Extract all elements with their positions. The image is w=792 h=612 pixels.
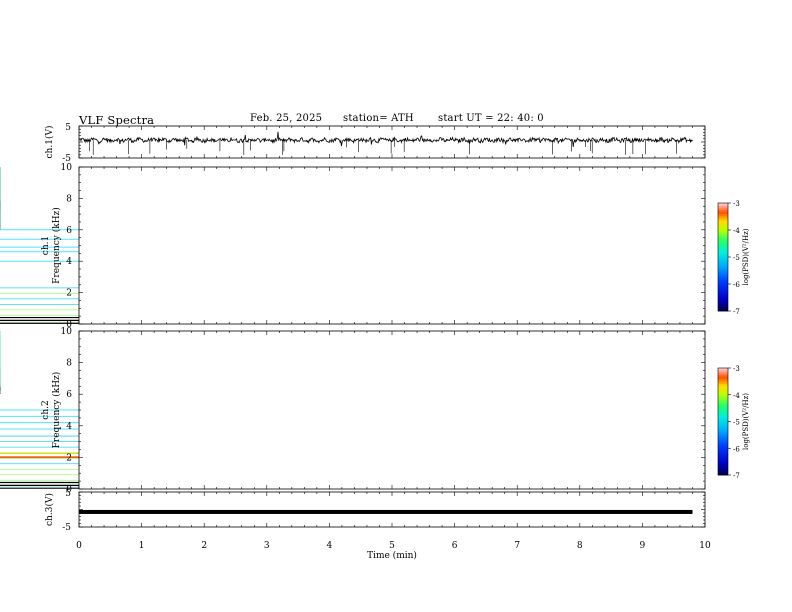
panel-ch2-spectrogram-colorbar-tick-label: -5 [733, 419, 740, 427]
x-tick-label: 7 [514, 541, 520, 551]
panel-ch1-waveform-ytick-label: -5 [62, 154, 71, 164]
panel-ch2-spectrogram-ytick-label: 8 [66, 359, 72, 369]
panel-ch1-spectrogram-ytick-label: 2 [66, 289, 72, 299]
panel-ch2-spectrogram-ylabel-ch: ch.2 [41, 400, 51, 419]
panel-ch1-spectrogram-frame [78, 166, 706, 325]
panel-ch1-waveform-ytick-label: 5 [65, 123, 71, 133]
date-label: Feb. 25, 2025 [250, 113, 323, 124]
panel-ch2-spectrogram-ytick-label: 4 [66, 422, 72, 432]
panel-ch1-spectrogram-ytick-label: 0 [66, 320, 72, 330]
panel-ch2-spectrogram-frame [78, 330, 706, 490]
panel-ch1-spectrogram-colorbar: -3 -4 -5 -6 -7 log(PSD)(V²/Hz) [717, 200, 750, 316]
x-tick-label: 10 [699, 541, 711, 551]
panel-ch1-spectrogram-ytick-label: 4 [66, 257, 72, 267]
start-time-label: start UT = 22: 40: 0 [438, 113, 544, 124]
station-label: station= ATH [343, 113, 414, 124]
x-tick-label: 0 [76, 541, 82, 551]
x-axis-label: Time (min) [367, 550, 417, 561]
panel-ch3-waveform-trace [79, 509, 693, 514]
panel-ch3-waveform-frame [78, 491, 706, 528]
panel-ch1-spectrogram: 10 8 6 4 2 0 ch.1 Frequency (kHz) -3 -4 -5 -6 -7 log(… [0, 163, 750, 330]
panel-ch2-spectrogram-colorbar: -3 -4 -5 -6 -7 log(PSD)(V²/Hz) [717, 365, 750, 480]
x-tick-label: 5 [389, 541, 395, 551]
panel-ch1-spectrogram-colorbar-tick-label: -3 [733, 200, 740, 208]
panel-ch3-waveform: 5 -5 ch.3(V) [44, 489, 705, 533]
panel-ch1-spectrogram-ylabel: Frequency (kHz) [51, 207, 62, 284]
x-tick-label: 6 [452, 541, 458, 551]
panel-ch1-spectrogram-ytick-label: 8 [66, 194, 72, 204]
x-tick-label: 1 [139, 541, 145, 551]
panel-ch1-spectrogram-ytick-label: 6 [66, 226, 72, 236]
panel-ch2-spectrogram: 10 8 6 4 2 0 ch.2 Frequency (kHz) -3 -4 -5 -6 -7 log(… [0, 327, 750, 495]
panel-ch2-spectrogram-ytick-label: 6 [66, 390, 72, 400]
panel-ch1-spectrogram-colorbar-tick-label: -7 [733, 308, 740, 316]
panel-ch1-spectrogram-colorbar-tick-label: -5 [733, 254, 740, 262]
panel-ch1-waveform-ylabel: ch.1(V) [44, 126, 55, 159]
panel-ch3-waveform-ytick-label: -5 [62, 523, 71, 533]
panel-ch1-spectrogram-ytick-label: 10 [61, 163, 73, 173]
panel-ch2-spectrogram-colorbar-tick-label: -7 [733, 472, 740, 480]
panel-ch1-spectrogram-colorbar-tick-label: -6 [733, 281, 740, 289]
panel-ch3-waveform-ytick-label: 5 [65, 489, 71, 499]
panel-ch1-waveform-trace [78, 131, 693, 147]
x-tick-label: 3 [264, 541, 270, 551]
panel-ch1-spectrogram-colorbar-tick-label: -4 [733, 227, 740, 235]
panel-ch2-spectrogram-ytick-label: 10 [61, 327, 73, 337]
panel-ch2-spectrogram-ylabel: Frequency (kHz) [51, 372, 62, 449]
panel-ch2-spectrogram-colorbar-tick-label: -6 [733, 445, 740, 453]
x-tick-label: 9 [640, 541, 646, 551]
x-tick-label: 2 [201, 541, 207, 551]
x-tick-label: 4 [327, 541, 333, 551]
panel-ch2-spectrogram-colorbar-label: log(PSD)(V²/Hz) [742, 393, 750, 450]
x-tick-label: 8 [577, 541, 583, 551]
panel-ch2-spectrogram-ytick-label: 2 [66, 453, 72, 463]
panel-ch1-spectrogram-ylabel-ch: ch.1 [41, 236, 51, 255]
panel-ch2-spectrogram-colorbar-tick-label: -4 [733, 392, 740, 400]
panel-ch1-spectrogram-colorbar-label: log(PSD)(V²/Hz) [742, 228, 750, 285]
panel-ch3-waveform-ylabel: ch.3(V) [44, 493, 55, 526]
panel-ch2-spectrogram-colorbar-tick-label: -3 [733, 365, 740, 373]
panel-ch2-spectrogram-ytick-label: 0 [66, 485, 72, 495]
chart-title: VLF Spectra [79, 113, 155, 127]
